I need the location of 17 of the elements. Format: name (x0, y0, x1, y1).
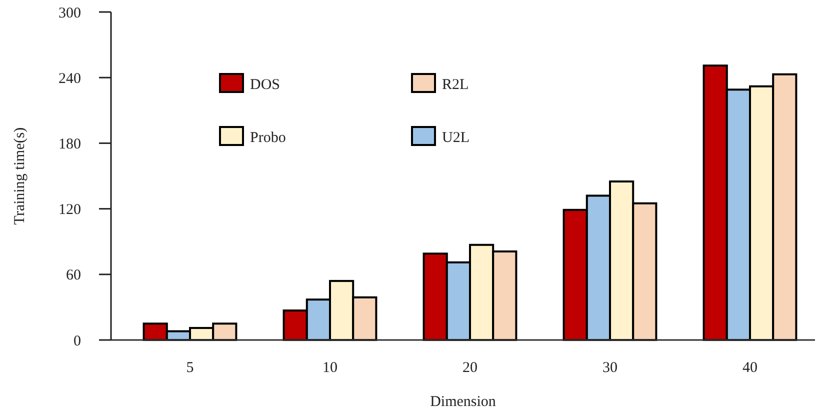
x-axis-title: Dimension (430, 394, 496, 410)
y-axis-title: Training time(s) (12, 127, 28, 225)
x-tick-label: 20 (462, 360, 478, 376)
legend-label: DOS (250, 77, 280, 93)
legend-label: U2L (442, 130, 470, 146)
x-tick-label: 10 (322, 360, 338, 376)
y-tick-label: 300 (58, 5, 81, 22)
x-tick-label: 40 (742, 360, 758, 376)
x-tick-label: 5 (186, 360, 194, 376)
legend-label: R2L (442, 77, 469, 93)
y-tick-label: 60 (66, 268, 81, 284)
legend-label: Probo (250, 130, 286, 146)
y-tick-label: 120 (58, 202, 81, 218)
y-tick-label: 0 (74, 333, 81, 350)
y-tick-label: 240 (58, 70, 81, 87)
y-tick-label: 180 (58, 136, 81, 152)
x-tick-label: 30 (602, 360, 618, 376)
